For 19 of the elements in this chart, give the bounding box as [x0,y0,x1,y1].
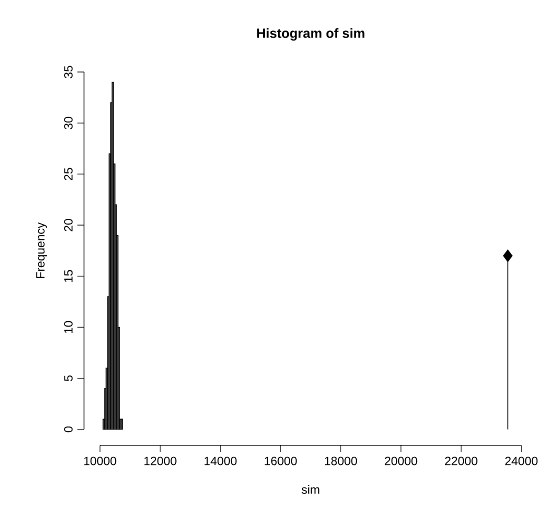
chart-title: Histogram of sim [257,28,364,41]
y-tick-label: 30 [64,116,73,130]
y-tick-label: 10 [64,321,73,333]
x-tick-label: 18000 [325,456,357,466]
x-tick-label: 16000 [264,456,297,466]
y-tick-label: 25 [64,168,73,180]
y-tick-label: 20 [64,218,73,232]
y-axis-title: Frequency [36,222,47,278]
y-tick-label: 5 [64,375,73,382]
x-tick-label: 20000 [384,456,418,466]
y-tick-label: 15 [64,270,73,282]
x-tick-label: 10000 [84,456,116,466]
x-tick-label: 22000 [445,456,478,466]
x-axis-title: sim [302,485,320,494]
x-tick-label: 12000 [144,456,176,466]
x-tick-label: 24000 [505,456,538,466]
y-tick-label: 0 [64,426,73,432]
x-tick-label: 14000 [204,456,237,466]
y-tick-label: 35 [64,66,73,78]
